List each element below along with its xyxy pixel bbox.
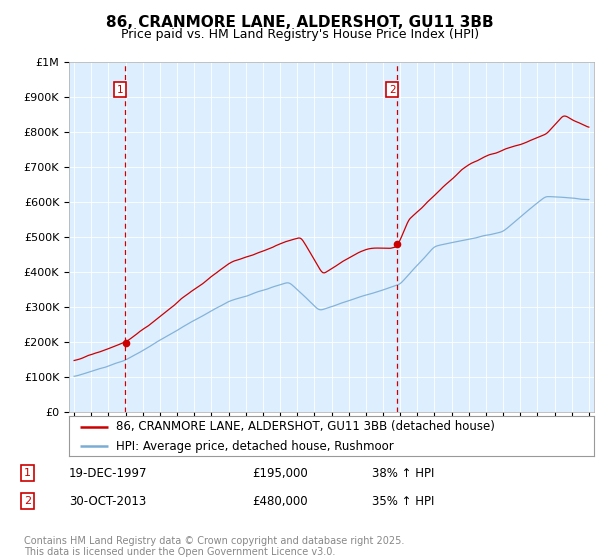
- Text: 19-DEC-1997: 19-DEC-1997: [69, 466, 148, 480]
- Text: £480,000: £480,000: [252, 494, 308, 508]
- Text: 30-OCT-2013: 30-OCT-2013: [69, 494, 146, 508]
- Text: 35% ↑ HPI: 35% ↑ HPI: [372, 494, 434, 508]
- Text: 2: 2: [389, 85, 395, 95]
- Text: 38% ↑ HPI: 38% ↑ HPI: [372, 466, 434, 480]
- Text: 2: 2: [24, 496, 31, 506]
- Text: Price paid vs. HM Land Registry's House Price Index (HPI): Price paid vs. HM Land Registry's House …: [121, 28, 479, 41]
- Text: 86, CRANMORE LANE, ALDERSHOT, GU11 3BB (detached house): 86, CRANMORE LANE, ALDERSHOT, GU11 3BB (…: [116, 421, 495, 433]
- Text: Contains HM Land Registry data © Crown copyright and database right 2025.
This d: Contains HM Land Registry data © Crown c…: [24, 535, 404, 557]
- Text: HPI: Average price, detached house, Rushmoor: HPI: Average price, detached house, Rush…: [116, 440, 394, 452]
- Text: £195,000: £195,000: [252, 466, 308, 480]
- Text: 1: 1: [116, 85, 123, 95]
- Text: 1: 1: [24, 468, 31, 478]
- Text: 86, CRANMORE LANE, ALDERSHOT, GU11 3BB: 86, CRANMORE LANE, ALDERSHOT, GU11 3BB: [106, 15, 494, 30]
